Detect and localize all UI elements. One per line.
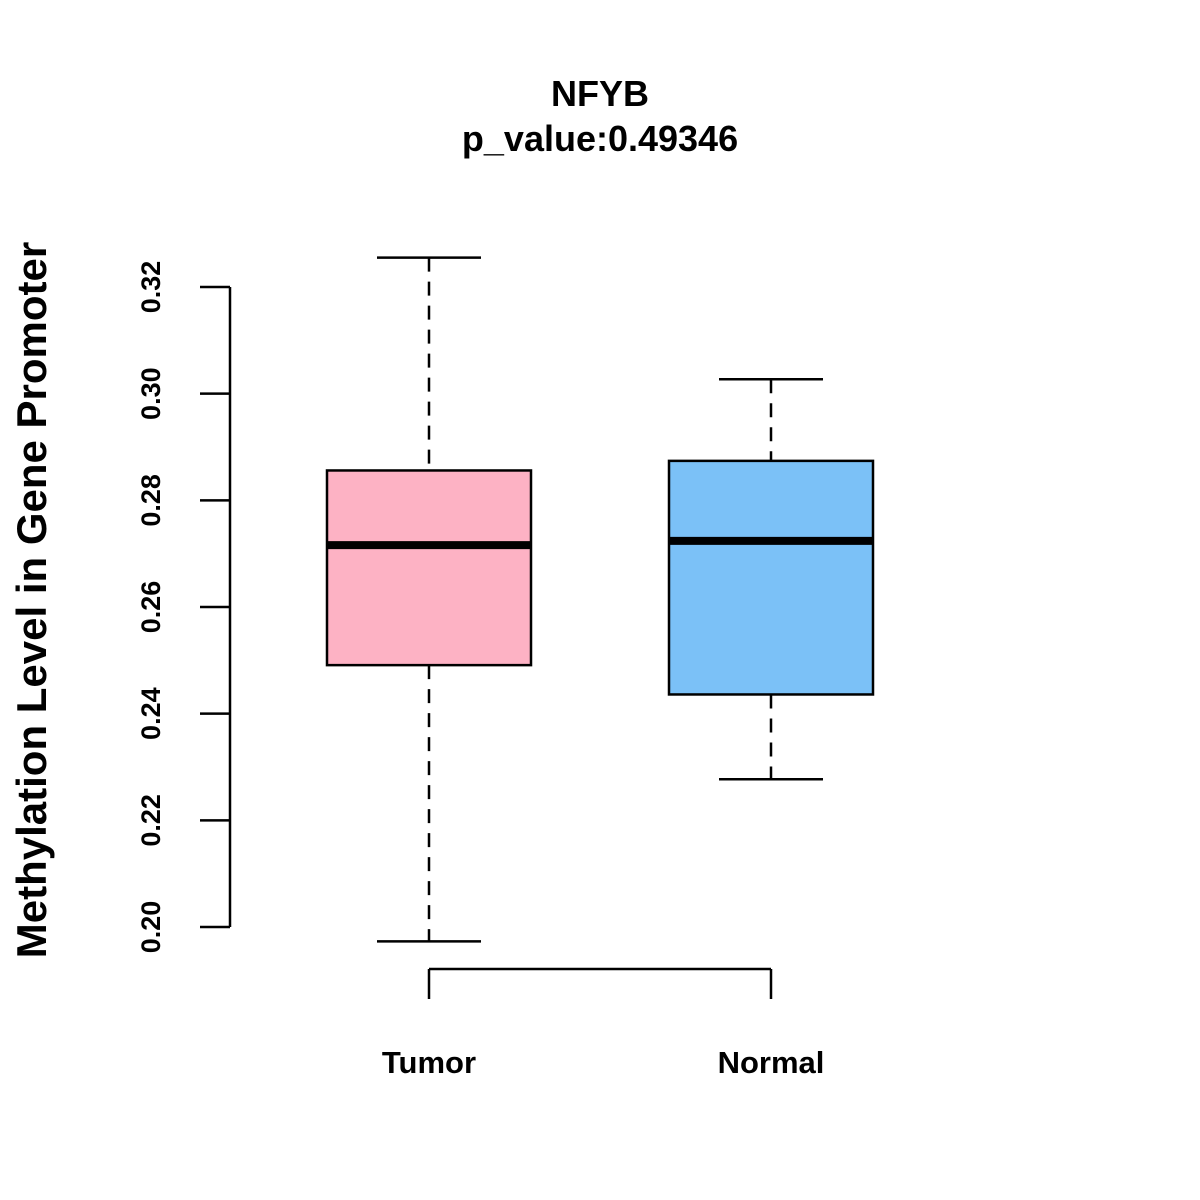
y-tick-label: 0.22 [136,794,166,847]
chart-title: NFYB [551,73,649,114]
chart-subtitle: p_value:0.49346 [462,118,738,159]
x-tick-label: Tumor [382,1045,476,1080]
y-tick-label: 0.24 [136,687,166,740]
iqr-box [667,459,875,696]
box-normal [667,378,875,781]
y-tick-label: 0.20 [136,901,166,954]
y-tick-label: 0.28 [136,474,166,527]
x-tick-label: Normal [718,1045,825,1080]
y-tick-label: 0.30 [136,367,166,420]
boxes [325,256,875,943]
y-tick-label: 0.26 [136,581,166,634]
y-tick-label: 0.32 [136,261,166,314]
y-axis: 0.20 0.22 0.24 0.26 0.28 0.30 0.32 [136,261,232,954]
y-axis-label: Methylation Level in Gene Promoter [8,242,55,958]
x-axis: Tumor Normal [382,967,825,1080]
iqr-box [325,469,533,667]
box-tumor [325,256,533,943]
